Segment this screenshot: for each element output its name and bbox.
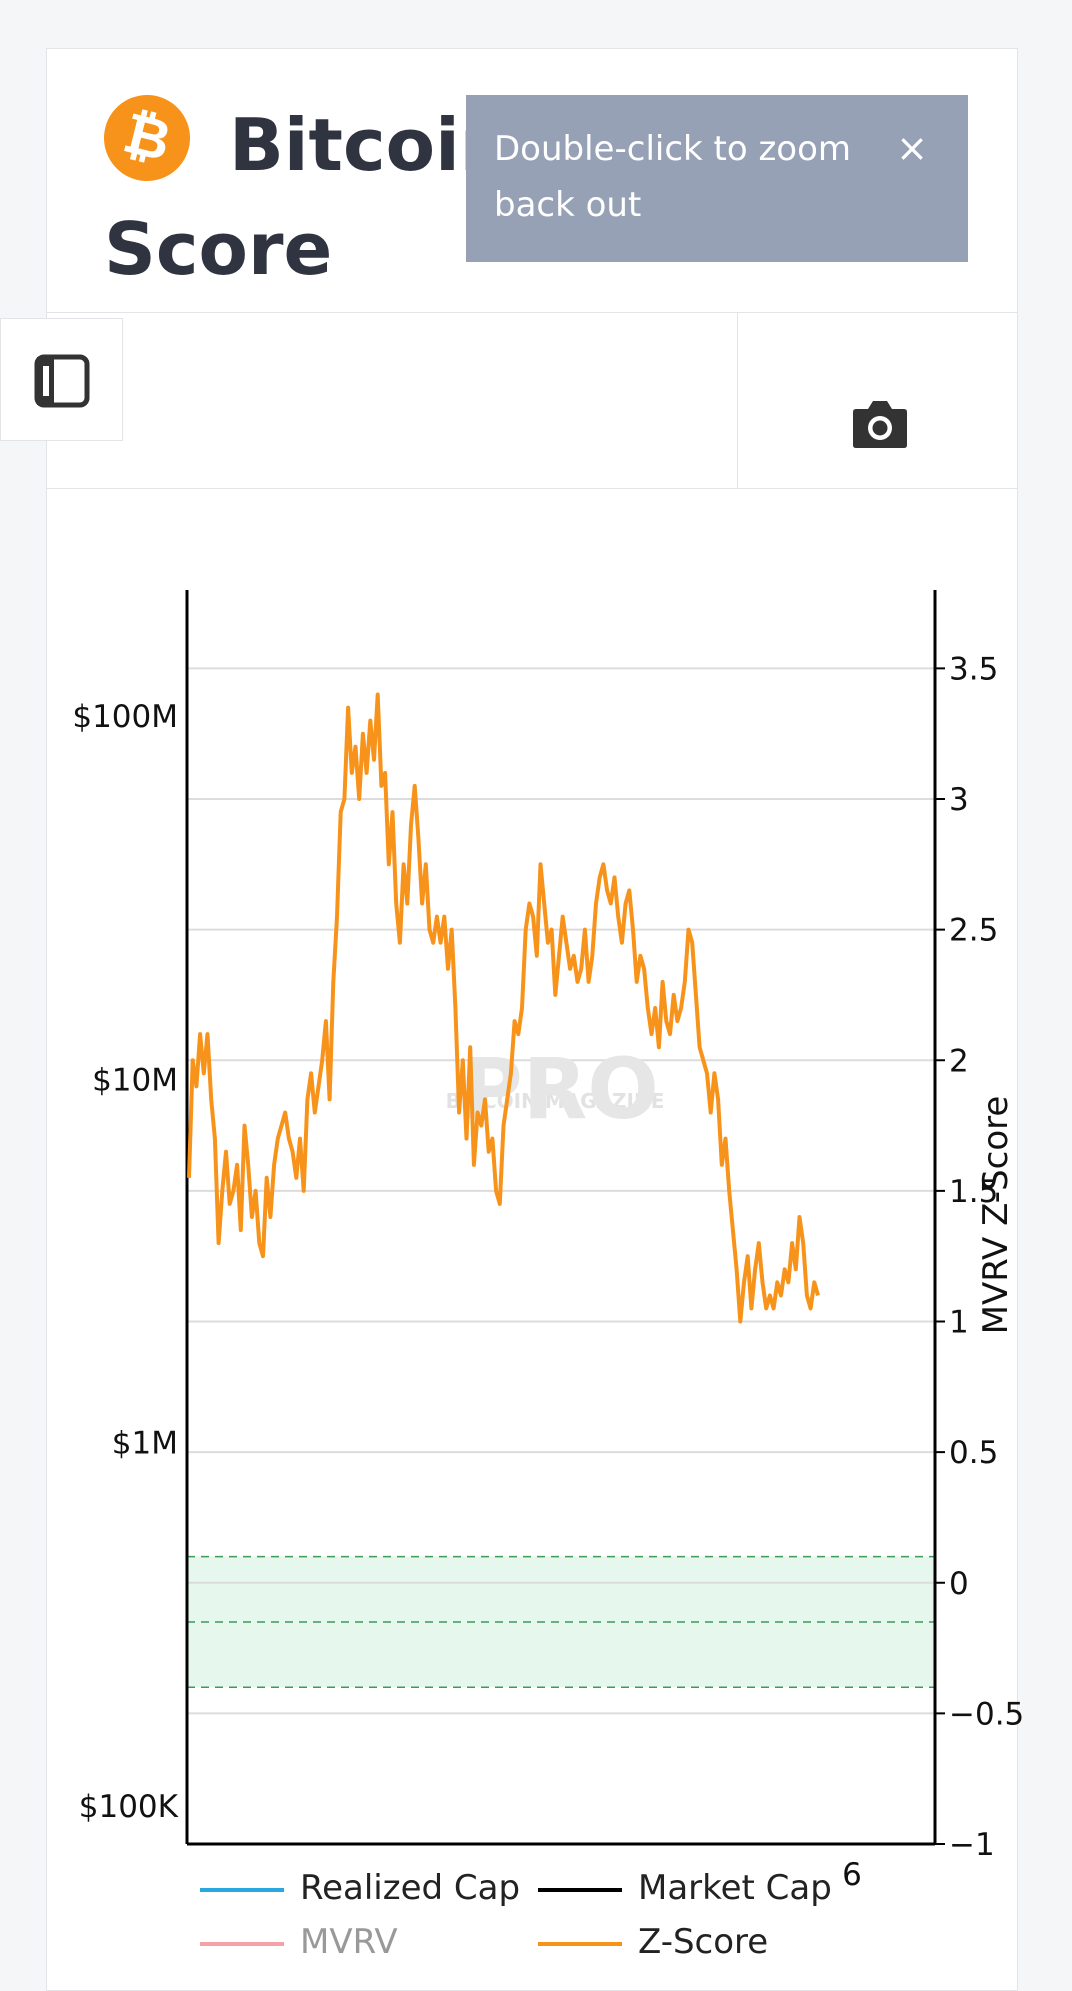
legend-item-z-score[interactable]: Z-Score: [538, 1922, 768, 1962]
camera-icon[interactable]: [852, 399, 908, 449]
legend-item-mvrv[interactable]: MVRV: [200, 1922, 398, 1962]
right-tick-label: −0.5: [949, 1696, 1024, 1732]
right-tick-label: 2.5: [949, 913, 998, 949]
right-tick-label: 1: [949, 1305, 969, 1341]
right-tick-label: 2: [949, 1043, 969, 1079]
legend-swatch-realized-cap: [200, 1887, 284, 1892]
watermark-bottom: PRO: [461, 1040, 659, 1138]
close-icon[interactable]: ×: [896, 126, 928, 170]
legend-item-realized-cap[interactable]: Realized Cap: [200, 1868, 520, 1908]
legend-label-mvrv: MVRV: [300, 1922, 398, 1962]
legend-label-realized-cap: Realized Cap: [300, 1868, 521, 1908]
right-axis-title: MVRV Z-Score: [976, 1096, 1016, 1335]
right-tick-label: 0: [949, 1566, 969, 1602]
sidebar-toggle-button[interactable]: [0, 318, 123, 441]
right-tick-label: 3.5: [949, 651, 998, 687]
zoom-tooltip: Double-click to zoom back out ×: [466, 95, 968, 262]
legend-swatch-market-cap: [538, 1887, 622, 1892]
sidebar-toggle-icon: [34, 354, 90, 408]
left-tick-label: $100K: [79, 1789, 179, 1825]
legend-label-z-score: Z-Score: [638, 1922, 769, 1962]
legend-swatch-z-score: [538, 1941, 622, 1946]
chart-toolbar: [47, 313, 1017, 489]
legend-swatch-mvrv: [200, 1941, 284, 1946]
stray-tick-label: 6: [842, 1857, 862, 1893]
legend-item-market-cap[interactable]: Market Cap: [538, 1868, 832, 1908]
left-tick-label: $10M: [92, 1062, 178, 1098]
z-score-line: [187, 692, 820, 1324]
right-tick-label: −1: [949, 1827, 995, 1863]
zoom-tooltip-text: Double-click to zoom back out: [494, 129, 852, 225]
right-tick-label: 0.5: [949, 1435, 998, 1471]
left-tick-label: $1M: [112, 1426, 178, 1462]
toolbar-divider: [737, 313, 738, 488]
right-tick-label: 3: [949, 782, 969, 818]
left-tick-label: $100M: [72, 699, 178, 735]
right-tick-label: 1.5: [949, 1174, 998, 1210]
legend-label-market-cap: Market Cap: [638, 1868, 832, 1908]
